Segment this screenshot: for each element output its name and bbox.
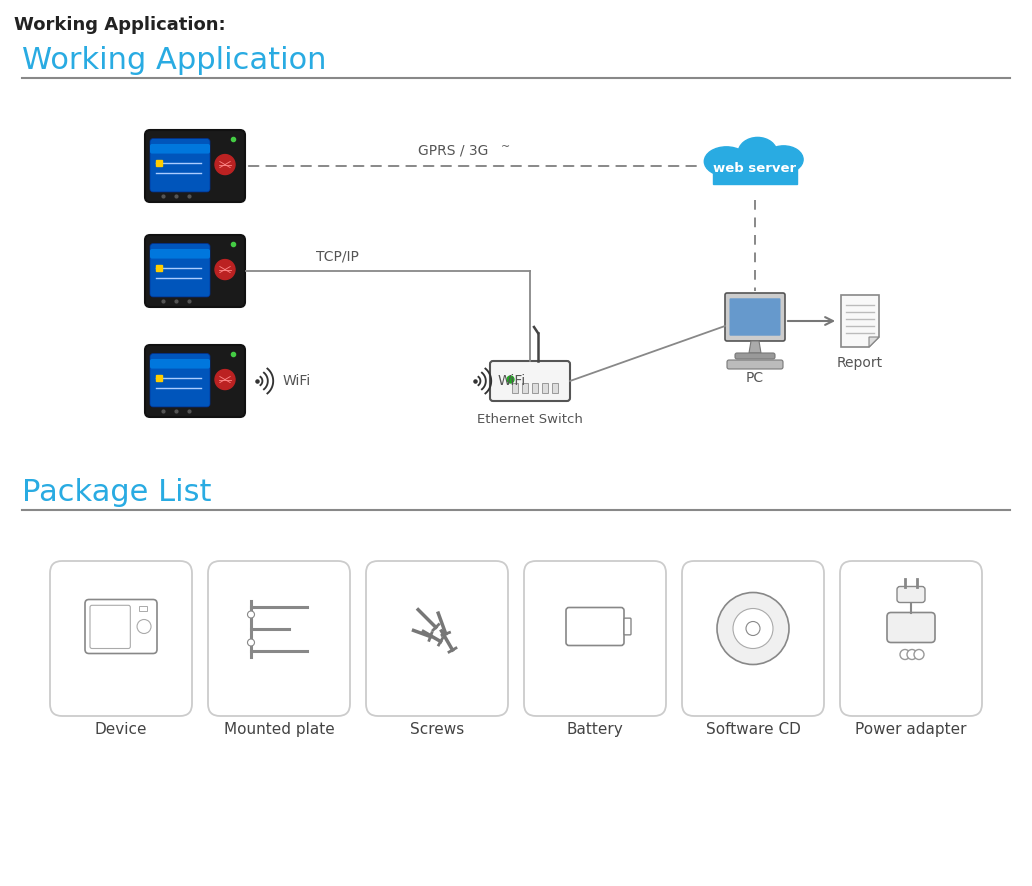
Text: Package List: Package List <box>22 478 212 507</box>
Bar <box>522 383 528 393</box>
Polygon shape <box>749 341 761 353</box>
Circle shape <box>248 611 255 618</box>
Circle shape <box>907 649 917 659</box>
Bar <box>139 606 147 611</box>
Text: Screws: Screws <box>410 722 464 737</box>
Text: Power adapter: Power adapter <box>856 722 967 737</box>
FancyBboxPatch shape <box>730 299 780 336</box>
Text: Battery: Battery <box>567 722 623 737</box>
Text: Software CD: Software CD <box>706 722 801 737</box>
Text: Mounted plate: Mounted plate <box>224 722 334 737</box>
FancyBboxPatch shape <box>150 244 209 297</box>
Circle shape <box>733 609 773 649</box>
FancyBboxPatch shape <box>725 293 785 341</box>
FancyBboxPatch shape <box>624 618 631 635</box>
Text: web server: web server <box>713 161 797 175</box>
Circle shape <box>215 260 235 280</box>
Text: Ethernet Switch: Ethernet Switch <box>477 413 583 426</box>
Bar <box>713 166 797 184</box>
FancyBboxPatch shape <box>146 235 245 307</box>
Circle shape <box>900 649 910 659</box>
Text: Working Application:: Working Application: <box>14 16 226 34</box>
FancyBboxPatch shape <box>50 561 192 716</box>
Text: Device: Device <box>95 722 148 737</box>
FancyBboxPatch shape <box>85 600 157 654</box>
Text: TCP/IP: TCP/IP <box>316 249 359 263</box>
Circle shape <box>248 639 255 646</box>
FancyBboxPatch shape <box>735 353 775 359</box>
Circle shape <box>717 593 789 664</box>
FancyBboxPatch shape <box>727 360 783 369</box>
Text: Report: Report <box>837 356 883 370</box>
Bar <box>533 383 538 393</box>
Circle shape <box>914 649 924 659</box>
Text: WiFi: WiFi <box>498 374 526 388</box>
FancyBboxPatch shape <box>886 612 935 642</box>
Polygon shape <box>841 295 879 347</box>
Text: WiFi: WiFi <box>283 374 312 388</box>
FancyBboxPatch shape <box>146 345 245 417</box>
FancyBboxPatch shape <box>490 361 570 401</box>
Text: PC: PC <box>746 371 764 385</box>
FancyBboxPatch shape <box>150 359 209 369</box>
FancyBboxPatch shape <box>208 561 350 716</box>
Circle shape <box>215 154 235 175</box>
FancyBboxPatch shape <box>366 561 508 716</box>
Text: GPRS / 3G: GPRS / 3G <box>418 143 488 157</box>
Ellipse shape <box>704 147 748 176</box>
FancyBboxPatch shape <box>150 354 209 407</box>
Bar <box>512 383 518 393</box>
FancyBboxPatch shape <box>524 561 666 716</box>
Circle shape <box>746 621 760 635</box>
Circle shape <box>215 369 235 390</box>
FancyBboxPatch shape <box>90 605 130 649</box>
Text: Working Application: Working Application <box>22 46 326 75</box>
FancyBboxPatch shape <box>566 608 624 646</box>
Polygon shape <box>869 337 879 347</box>
Ellipse shape <box>738 137 777 168</box>
FancyBboxPatch shape <box>897 587 925 602</box>
Ellipse shape <box>716 148 794 184</box>
Bar <box>542 383 548 393</box>
FancyBboxPatch shape <box>150 138 209 192</box>
FancyBboxPatch shape <box>146 130 245 202</box>
Ellipse shape <box>764 146 803 173</box>
FancyBboxPatch shape <box>682 561 824 716</box>
Bar <box>552 383 558 393</box>
FancyBboxPatch shape <box>150 144 209 153</box>
FancyBboxPatch shape <box>840 561 982 716</box>
Text: ~: ~ <box>501 142 510 152</box>
FancyBboxPatch shape <box>150 249 209 259</box>
